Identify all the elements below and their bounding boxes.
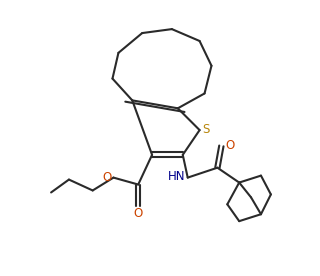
Text: O: O — [133, 207, 143, 220]
Text: HN: HN — [168, 170, 186, 183]
Text: O: O — [102, 171, 111, 184]
Text: O: O — [225, 139, 235, 152]
Text: S: S — [203, 123, 210, 136]
